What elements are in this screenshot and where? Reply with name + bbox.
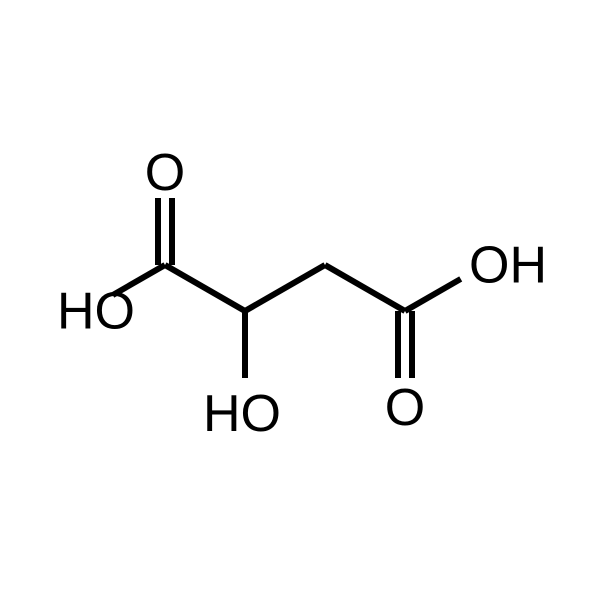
atom-label-O4a: O xyxy=(385,379,425,437)
bonds-layer xyxy=(113,198,461,378)
atom-label-O4b: OH xyxy=(469,237,547,295)
atom-label-O1b: HO xyxy=(57,283,135,341)
atoms-layer: O HO HO O OH xyxy=(57,144,547,443)
bond xyxy=(245,265,325,311)
atom-label-O1a: O xyxy=(145,144,185,202)
bond xyxy=(165,265,245,311)
molecule-diagram: O HO HO O OH xyxy=(0,0,600,600)
bond xyxy=(405,279,461,311)
bond xyxy=(325,265,405,311)
atom-label-O2: HO xyxy=(203,385,281,443)
